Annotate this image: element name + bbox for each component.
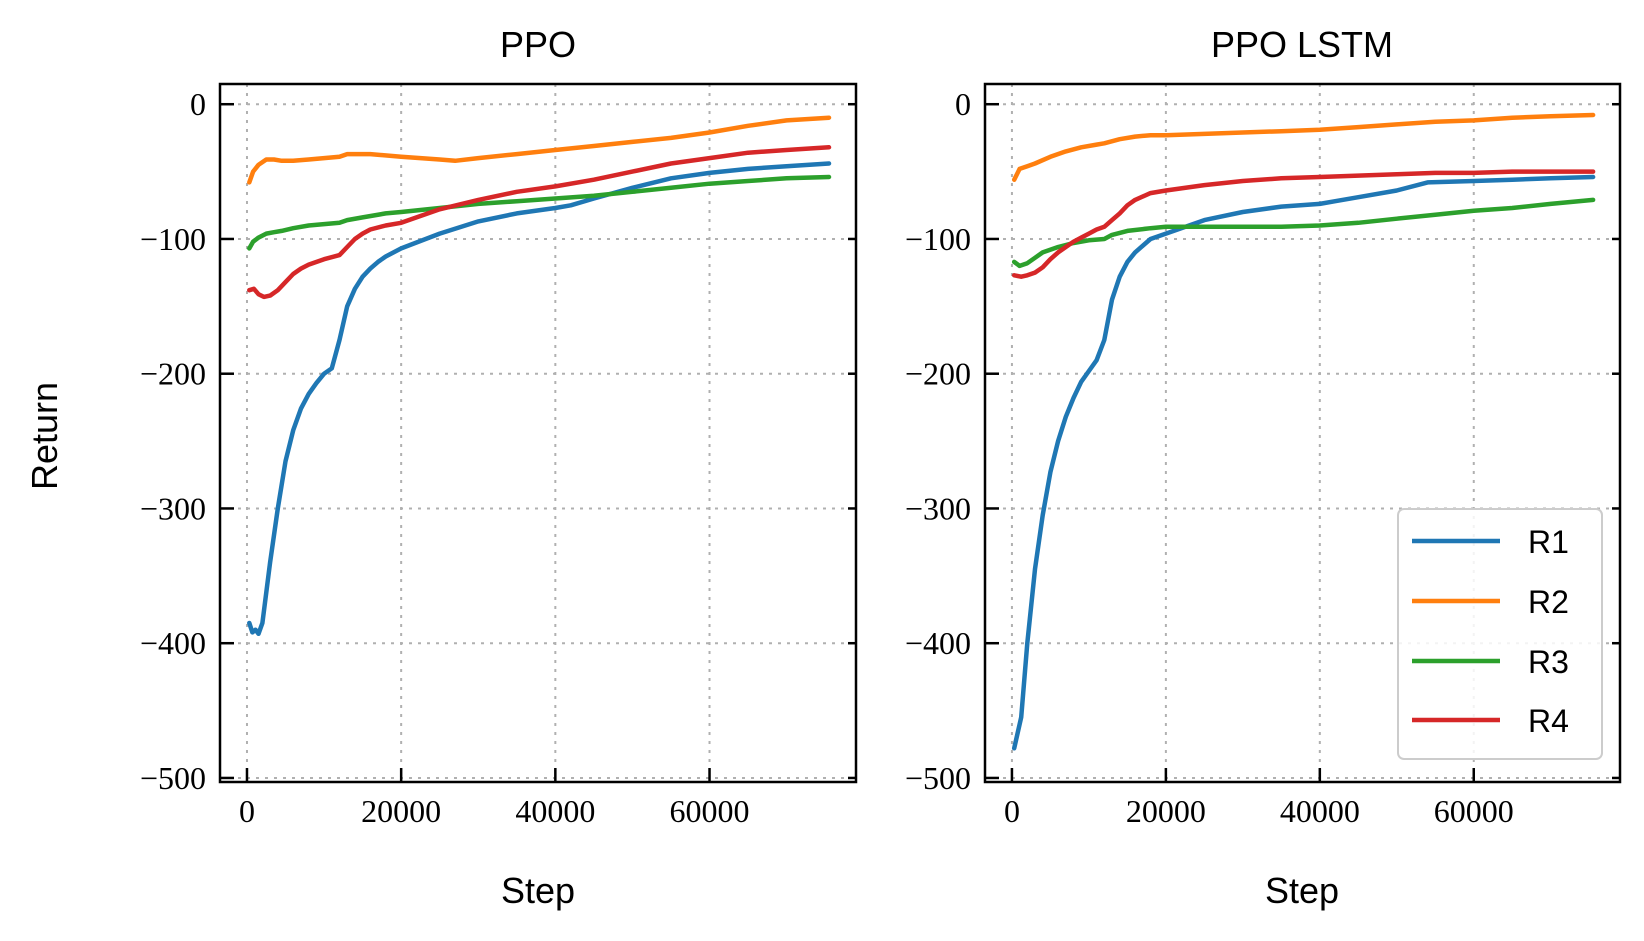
legend-label: R4 bbox=[1528, 703, 1569, 739]
x-tick-label: 40000 bbox=[515, 793, 595, 829]
series-line-r4 bbox=[247, 145, 832, 300]
y-tick-label: −400 bbox=[140, 625, 206, 661]
y-tick-label: −300 bbox=[140, 490, 206, 526]
x-tick-label: 0 bbox=[1004, 793, 1020, 829]
y-tick-label: 0 bbox=[955, 86, 971, 122]
x-tick-label: 40000 bbox=[1280, 793, 1360, 829]
legend-entry-r3: R3 bbox=[1412, 644, 1569, 680]
legend-frame bbox=[1397, 508, 1603, 760]
panel-ppo: PPO Step 0 20000 40000 60000 0 −100 −200 −300 −4… bbox=[140, 24, 858, 911]
y-tick-label: −200 bbox=[905, 356, 971, 392]
x-axis-label: Step bbox=[1265, 870, 1339, 911]
y-tick-label: −500 bbox=[140, 760, 206, 796]
legend-entry-r2: R2 bbox=[1412, 584, 1569, 620]
x-tick-label: 20000 bbox=[1126, 793, 1206, 829]
y-tick-label: −100 bbox=[140, 221, 206, 257]
series-line-r2 bbox=[247, 115, 832, 185]
legend-label: R2 bbox=[1528, 584, 1569, 620]
legend-label: R3 bbox=[1528, 644, 1569, 680]
series-line-r3 bbox=[1011, 197, 1596, 269]
x-tick-label: 60000 bbox=[670, 793, 750, 829]
series-line-r4 bbox=[1011, 169, 1596, 279]
y-tick-label: −100 bbox=[905, 221, 971, 257]
x-axis-label: Step bbox=[501, 870, 575, 911]
y-tick-label: −500 bbox=[905, 760, 971, 796]
legend-label: R1 bbox=[1528, 524, 1569, 560]
axes-frame bbox=[218, 82, 858, 784]
y-tick-label: −400 bbox=[905, 625, 971, 661]
x-tick-label: 20000 bbox=[361, 793, 441, 829]
legend: R1 R2 R3 R4 bbox=[1397, 508, 1603, 760]
panel-ppo-lstm: PPO LSTM Step 0 20000 40000 60000 0 −100 −200 −… bbox=[905, 24, 1622, 911]
panel-title: PPO bbox=[500, 24, 576, 65]
series-line-r1 bbox=[1011, 174, 1596, 751]
y-tick-label: −200 bbox=[140, 356, 206, 392]
plot-area: 0 20000 40000 60000 0 −100 −200 −300 −400 −500 bbox=[905, 82, 1622, 829]
series-line-r3 bbox=[247, 174, 832, 251]
y-axis-label: Return bbox=[24, 382, 65, 490]
legend-entry-r4: R4 bbox=[1412, 703, 1569, 739]
x-tick-label: 60000 bbox=[1434, 793, 1514, 829]
y-tick-label: −300 bbox=[905, 490, 971, 526]
plot-area: 0 20000 40000 60000 0 −100 −200 −300 −400 −500 bbox=[140, 82, 858, 829]
legend-entry-r1: R1 bbox=[1412, 524, 1569, 560]
y-tick-label: 0 bbox=[190, 86, 206, 122]
x-tick-label: 0 bbox=[239, 793, 255, 829]
series-line-r2 bbox=[1011, 112, 1596, 182]
panel-title: PPO LSTM bbox=[1211, 24, 1393, 65]
axes-frame bbox=[983, 82, 1622, 784]
